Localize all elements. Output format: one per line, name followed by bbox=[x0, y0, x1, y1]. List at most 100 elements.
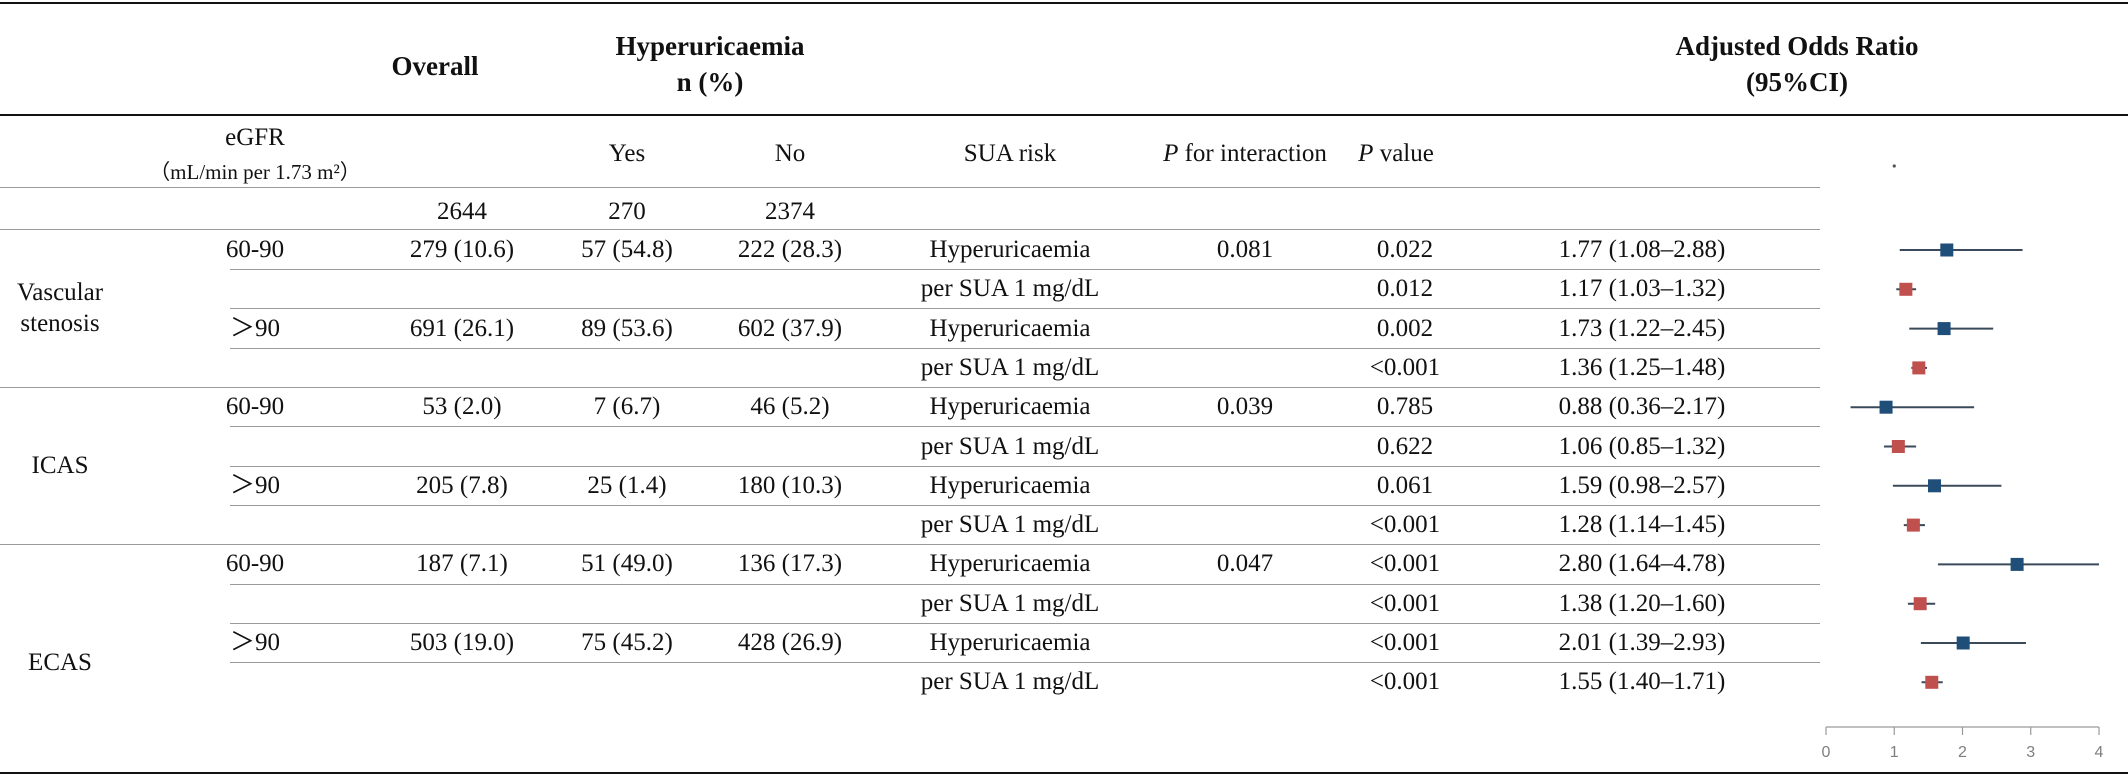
row-rule bbox=[0, 544, 1820, 545]
reference-point bbox=[1892, 164, 1896, 168]
group-label-vascular-stenosis: Vascular stenosis bbox=[17, 278, 103, 339]
header-hyperuricaemia-line1: Hyperuricaemia bbox=[615, 31, 805, 61]
rule-top bbox=[0, 2, 2128, 4]
group-label-vascular-line1: Vascular bbox=[16, 279, 104, 306]
cell-odds-ratio: 2.01 (1.39–2.93) bbox=[1558, 629, 1726, 656]
point-hyperuricaemia bbox=[1928, 479, 1942, 493]
cell-sua-risk: per SUA 1 mg/dL bbox=[920, 511, 1100, 539]
cell-p-value: 0.785 bbox=[1376, 393, 1434, 421]
cell-overall: 503 (19.0) bbox=[409, 629, 515, 656]
subheader-yes: Yes bbox=[608, 140, 646, 167]
row-rule bbox=[230, 505, 1820, 506]
cell-p-value: 0.022 bbox=[1376, 236, 1434, 263]
row-rule bbox=[230, 348, 1820, 349]
cell-egfr: 60-90 bbox=[225, 393, 285, 421]
cell-odds-ratio: 1.36 (1.25–1.48) bbox=[1558, 353, 1726, 381]
cell-p-value: 0.061 bbox=[1376, 471, 1434, 499]
row-rule bbox=[230, 466, 1820, 467]
subheader-no: No bbox=[774, 140, 806, 167]
cell-no: 602 (37.9) bbox=[737, 314, 843, 342]
cell-sua-risk: per SUA 1 mg/dL bbox=[920, 353, 1100, 381]
cell-p-value: <0.001 bbox=[1369, 589, 1441, 617]
x-tick-label: 0 bbox=[1822, 744, 1831, 761]
point-per-sua bbox=[1912, 361, 1926, 375]
header-adjusted-or: Adjusted Odds Ratio (95%CI) bbox=[1675, 28, 1918, 101]
cell-p-value: <0.001 bbox=[1369, 550, 1441, 578]
cell-p-interaction: 0.039 bbox=[1216, 393, 1274, 421]
group-label-ecas: ECAS bbox=[28, 649, 92, 676]
cell-odds-ratio: 0.88 (0.36–2.17) bbox=[1558, 393, 1726, 421]
cell-egfr: ＞90 bbox=[229, 314, 281, 342]
header-adjusted-or-line1: Adjusted Odds Ratio bbox=[1675, 31, 1919, 61]
cell-p-value: <0.001 bbox=[1369, 353, 1441, 381]
cell-p-interaction: 0.047 bbox=[1216, 550, 1274, 578]
cell-overall: 205 (7.8) bbox=[416, 471, 508, 499]
cell-yes: 75 (45.2) bbox=[581, 629, 673, 656]
point-hyperuricaemia bbox=[1940, 243, 1954, 257]
cell-odds-ratio: 1.06 (0.85–1.32) bbox=[1558, 432, 1726, 460]
point-per-sua bbox=[1925, 675, 1939, 689]
cell-yes: 7 (6.7) bbox=[593, 393, 661, 421]
group-label-icas: ICAS bbox=[31, 452, 89, 479]
header-hyperuricaemia-line2: n (%) bbox=[676, 67, 744, 98]
cell-sua-risk: Hyperuricaemia bbox=[929, 393, 1091, 421]
point-per-sua bbox=[1906, 518, 1920, 532]
subheader-egfr-unit: （mL/min per 1.73 m²） bbox=[149, 160, 361, 184]
subheader-sua-risk: SUA risk bbox=[963, 140, 1057, 167]
forest-plot: 0 1 2 3 4 bbox=[1822, 164, 2104, 761]
cell-overall: 187 (7.1) bbox=[416, 550, 508, 578]
cell-odds-ratio: 1.17 (1.03–1.32) bbox=[1558, 275, 1726, 303]
row-rule bbox=[230, 426, 1820, 427]
cell-egfr: ＞90 bbox=[229, 471, 281, 499]
point-hyperuricaemia bbox=[2010, 557, 2024, 571]
subheader-p-value: P value bbox=[1358, 141, 1434, 166]
cell-yes: 89 (53.6) bbox=[581, 314, 673, 342]
cell-egfr: 60-90 bbox=[225, 550, 285, 578]
subheader-p-value-text: value bbox=[1373, 140, 1434, 167]
x-tick-label: 1 bbox=[1890, 744, 1899, 761]
total-overall: 2644 bbox=[437, 198, 487, 225]
cell-yes: 57 (54.8) bbox=[581, 236, 673, 263]
row-rule bbox=[0, 387, 1820, 388]
cell-sua-risk: per SUA 1 mg/dL bbox=[920, 275, 1100, 303]
cell-p-value: 0.002 bbox=[1376, 314, 1434, 342]
header-overall: Overall bbox=[391, 51, 479, 81]
subheader-p-interaction: P for interaction bbox=[1163, 141, 1327, 166]
subheader-egfr: eGFR bbox=[225, 124, 285, 151]
cell-odds-ratio: 1.59 (0.98–2.57) bbox=[1558, 471, 1726, 499]
cell-yes: 51 (49.0) bbox=[581, 550, 673, 578]
point-per-sua bbox=[1891, 440, 1905, 453]
cell-p-value: 0.622 bbox=[1376, 432, 1434, 460]
cell-p-interaction: 0.081 bbox=[1216, 236, 1274, 263]
row-rule bbox=[0, 229, 1820, 230]
cell-yes: 25 (1.4) bbox=[587, 471, 667, 499]
row-rule bbox=[230, 662, 1820, 663]
rule-header bbox=[0, 114, 2128, 116]
cell-sua-risk: per SUA 1 mg/dL bbox=[920, 668, 1100, 696]
cell-p-value: <0.001 bbox=[1369, 629, 1441, 656]
cell-odds-ratio: 1.73 (1.22–2.45) bbox=[1558, 314, 1726, 342]
cell-overall: 53 (2.0) bbox=[422, 393, 502, 421]
point-hyperuricaemia bbox=[1937, 322, 1951, 336]
cell-odds-ratio: 2.80 (1.64–4.78) bbox=[1558, 550, 1726, 578]
rule-bottom bbox=[0, 772, 2128, 774]
cell-egfr: 60-90 bbox=[225, 236, 285, 263]
cell-overall: 279 (10.6) bbox=[409, 236, 515, 263]
cell-p-value: 0.012 bbox=[1376, 275, 1434, 303]
cell-no: 136 (17.3) bbox=[737, 550, 843, 578]
cell-sua-risk: per SUA 1 mg/dL bbox=[920, 432, 1100, 460]
x-tick-label: 3 bbox=[2026, 744, 2035, 761]
total-yes: 270 bbox=[608, 198, 646, 225]
cell-no: 180 (10.3) bbox=[737, 471, 843, 499]
x-tick-label: 4 bbox=[2095, 744, 2104, 761]
row-rule bbox=[230, 308, 1820, 309]
cell-sua-risk: Hyperuricaemia bbox=[929, 236, 1091, 263]
cell-sua-risk: Hyperuricaemia bbox=[929, 629, 1091, 656]
header-hyperuricaemia: Hyperuricaemia n (%) bbox=[616, 28, 805, 101]
subheader-p-interaction-text: for interaction bbox=[1178, 140, 1327, 167]
cell-odds-ratio: 1.28 (1.14–1.45) bbox=[1558, 511, 1726, 539]
row-rule bbox=[0, 187, 1820, 188]
cell-sua-risk: Hyperuricaemia bbox=[929, 550, 1091, 578]
cell-p-value: <0.001 bbox=[1369, 668, 1441, 696]
cell-sua-risk: Hyperuricaemia bbox=[929, 471, 1091, 499]
